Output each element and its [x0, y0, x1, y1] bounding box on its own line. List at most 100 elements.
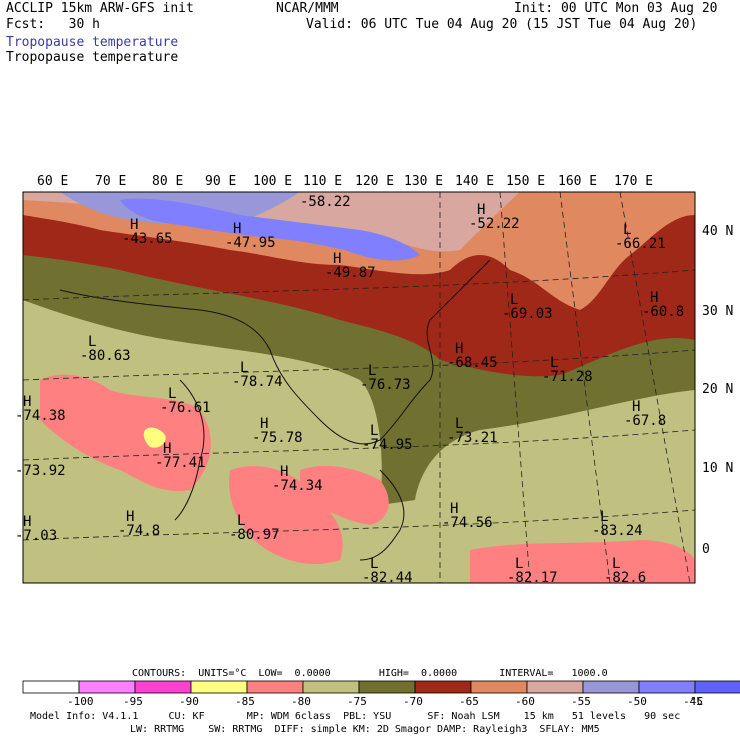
contour-info: CONTOURS: UNITS=°C LOW= 0.0000 HIGH= 0.0…: [132, 668, 608, 679]
low-marker: L: [600, 509, 608, 525]
extreme-value: -82.6: [604, 570, 646, 586]
lon-label: 60 E: [37, 174, 68, 189]
lon-label: 120 E: [355, 174, 394, 189]
lat-label: 20 N: [702, 382, 733, 397]
colorbar-level: -85: [235, 695, 255, 708]
lat-label: 10 N: [702, 461, 733, 476]
extreme-value: -69.03: [502, 306, 553, 322]
high-marker: H: [23, 394, 31, 410]
extreme-value: -71.28: [542, 369, 593, 385]
extreme-value: -43.65: [122, 231, 173, 247]
field-title-shaded: Tropopause temperature: [6, 35, 179, 50]
low-marker: L: [370, 556, 378, 572]
low-marker: L: [455, 416, 463, 432]
lon-label: 80 E: [152, 174, 183, 189]
extreme-value: -82.44: [362, 570, 413, 586]
extreme-value: -52.22: [469, 216, 520, 232]
colorbar-level: -75: [347, 695, 367, 708]
lat-label: 0: [702, 542, 710, 557]
lat-label: 30 N: [702, 304, 733, 319]
extreme-value: -74.8: [118, 523, 160, 539]
field-band-minus45: [120, 198, 420, 261]
coastline: [174, 379, 205, 521]
extreme-value: -68.45: [447, 355, 498, 371]
high-marker: H: [233, 221, 241, 237]
low-marker: L: [370, 423, 378, 439]
extreme-value: -74.56: [442, 515, 493, 531]
colorbar-swatch: [78, 680, 136, 694]
extreme-value: -77.41: [155, 455, 206, 471]
colorbar-level: -60: [515, 695, 535, 708]
field-band-minus85: [143, 427, 166, 448]
lon-label: 90 E: [205, 174, 236, 189]
extreme-value: -58.22: [300, 194, 351, 210]
extreme-value: -67.8: [624, 413, 666, 429]
high-marker: H: [126, 509, 134, 525]
extreme-value: -73.92: [15, 463, 66, 479]
extreme-value: -60.8: [642, 304, 684, 320]
graticule: [23, 192, 695, 583]
colorbar-level: -80: [291, 695, 311, 708]
lon-label: 130 E: [404, 174, 443, 189]
extreme-value: -76.73: [360, 377, 411, 393]
lon-label: 170 E: [614, 174, 653, 189]
high-marker: H: [280, 464, 288, 480]
colorbar-level: -70: [403, 695, 423, 708]
extreme-value: -78.74: [232, 374, 283, 390]
extreme-value: -82.17: [507, 570, 558, 586]
extreme-value: -7.03: [15, 528, 57, 544]
extreme-value: -83.24: [592, 523, 643, 539]
colorbar-swatch: [190, 680, 248, 694]
low-marker: L: [515, 556, 523, 572]
colorbar-swatch: [694, 680, 740, 694]
colorbar-level: -50: [627, 695, 647, 708]
colorbar-swatch: [22, 680, 80, 694]
low-marker: L: [510, 292, 518, 308]
header-organization: NCAR/MMM: [276, 1, 339, 16]
colorbar-level: -45: [683, 695, 703, 708]
extreme-value: -73.21: [447, 430, 498, 446]
extreme-value: -80.63: [80, 348, 131, 364]
high-marker: H: [260, 416, 268, 432]
header-title: ACCLIP 15km ARW-GFS init: [6, 1, 194, 16]
high-marker: H: [333, 251, 341, 267]
high-marker: H: [455, 341, 463, 357]
field-band-minus80: [470, 540, 695, 583]
low-marker: L: [612, 556, 620, 572]
high-marker: H: [450, 501, 458, 517]
extreme-labels: H-43.65H-47.95-58.22H-49.87H-52.22 L-66.2…: [15, 194, 684, 586]
high-marker: H: [650, 290, 658, 306]
extreme-value: -74.38: [15, 408, 66, 424]
colorbar-swatch: [526, 680, 584, 694]
colorbar-swatch: [246, 680, 304, 694]
low-marker: L: [368, 363, 376, 379]
lon-label: 140 E: [455, 174, 494, 189]
colorbar-swatch: [414, 680, 472, 694]
lon-label: 160 E: [558, 174, 597, 189]
low-marker: L: [623, 222, 631, 238]
extreme-value: -80.97: [229, 527, 280, 543]
colorbar-swatch: [470, 680, 528, 694]
high-marker: H: [130, 217, 138, 233]
colorbar-level: -100: [67, 695, 94, 708]
forecast-hour: Fcst: 30 h: [6, 17, 100, 32]
field-band-minus80: [300, 465, 389, 525]
colorbar-level: -90: [179, 695, 199, 708]
lon-label: 110 E: [303, 174, 342, 189]
low-marker: L: [237, 513, 245, 529]
colorbar-level: -65: [459, 695, 479, 708]
colorbar-swatch: [358, 680, 416, 694]
extreme-value: -76.61: [160, 400, 211, 416]
init-time: Init: 00 UTC Mon 03 Aug 20: [514, 1, 718, 16]
model-info-line1: Model Info: V4.1.1 CU: KF MP: WDM 6class…: [30, 711, 681, 722]
low-marker: L: [168, 386, 176, 402]
lat-label: 40 N: [702, 224, 733, 239]
field-band-minus80: [229, 466, 343, 565]
high-marker: H: [23, 514, 31, 530]
lon-label: 150 E: [506, 174, 545, 189]
high-marker: H: [477, 202, 485, 218]
valid-time: Valid: 06 UTC Tue 04 Aug 20 (15 JST Tue …: [306, 17, 698, 32]
extreme-value: -74.95: [362, 437, 413, 453]
